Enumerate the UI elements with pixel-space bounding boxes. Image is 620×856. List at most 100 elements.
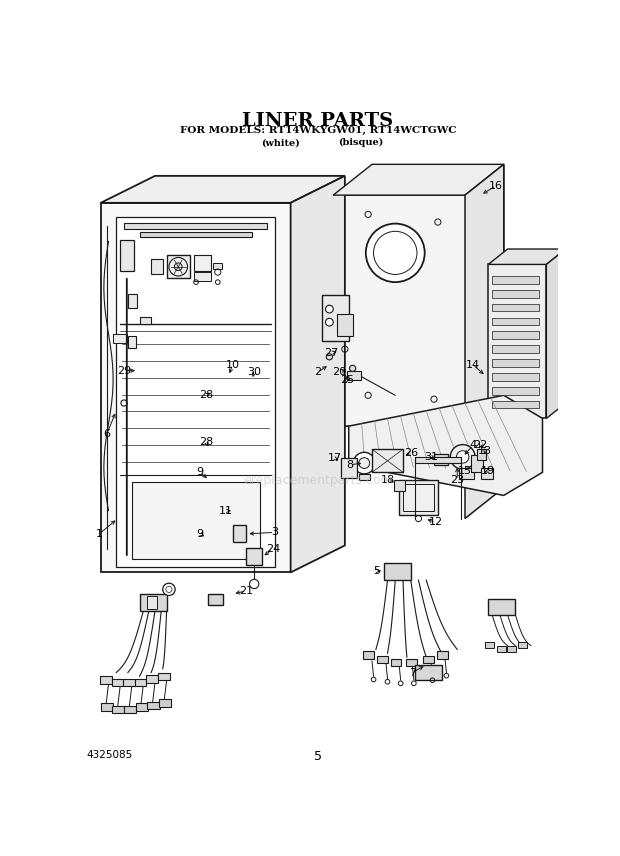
Bar [100, 676, 112, 684]
Text: 15: 15 [458, 466, 472, 476]
Bar [136, 704, 148, 711]
Bar [492, 290, 539, 298]
Text: 6: 6 [104, 429, 110, 439]
Circle shape [326, 306, 334, 313]
Text: 8: 8 [347, 460, 354, 470]
Text: 23: 23 [450, 475, 464, 485]
Bar [477, 449, 486, 460]
Text: 4: 4 [469, 440, 476, 450]
Bar [347, 371, 361, 380]
Bar [485, 642, 495, 648]
Bar [415, 457, 461, 463]
Bar [384, 563, 410, 580]
Bar [399, 480, 438, 514]
Text: 24: 24 [266, 544, 280, 555]
Text: 10: 10 [226, 360, 239, 370]
Text: 30: 30 [247, 367, 261, 377]
Circle shape [166, 586, 172, 592]
Text: 7: 7 [409, 668, 416, 677]
Text: 18: 18 [381, 475, 394, 485]
Circle shape [353, 452, 375, 474]
Polygon shape [117, 217, 275, 567]
Bar [123, 679, 135, 687]
Bar [492, 387, 539, 395]
Bar [213, 263, 223, 269]
Circle shape [350, 366, 356, 372]
Text: ereplacementparts.com: ereplacementparts.com [243, 473, 392, 486]
Text: 13: 13 [478, 446, 492, 455]
Bar [359, 474, 370, 480]
Bar [492, 360, 539, 367]
Bar [363, 651, 374, 658]
Polygon shape [348, 395, 542, 496]
Bar [497, 645, 506, 651]
Bar [158, 673, 170, 681]
Polygon shape [291, 175, 345, 573]
Bar [167, 255, 190, 278]
Bar [372, 449, 403, 473]
Text: 17: 17 [328, 454, 342, 463]
Bar [518, 642, 527, 648]
Bar [140, 594, 167, 611]
Text: 22: 22 [474, 440, 487, 450]
Bar [159, 699, 171, 707]
Bar [394, 480, 404, 490]
Text: 28: 28 [199, 437, 213, 447]
Polygon shape [465, 164, 503, 519]
Text: 27: 27 [325, 348, 339, 358]
Text: 16: 16 [489, 181, 503, 191]
Text: 21: 21 [239, 586, 254, 596]
Bar [337, 314, 353, 336]
Text: 12: 12 [428, 517, 443, 527]
Bar [391, 658, 402, 666]
Text: 20: 20 [332, 367, 347, 377]
Bar [434, 454, 448, 465]
Bar [131, 482, 260, 559]
Text: 11: 11 [219, 506, 233, 516]
Bar [492, 304, 539, 312]
Text: 2: 2 [314, 367, 321, 377]
Polygon shape [100, 203, 291, 573]
Bar [489, 599, 515, 615]
Bar [341, 459, 356, 478]
Bar [415, 665, 441, 681]
Bar [377, 656, 388, 663]
Bar [148, 702, 160, 710]
Bar [113, 334, 127, 343]
Bar [120, 240, 134, 270]
Bar [507, 645, 516, 651]
Circle shape [249, 580, 259, 589]
Bar [128, 294, 137, 307]
Circle shape [359, 458, 370, 468]
Bar [492, 318, 539, 325]
Bar [128, 336, 136, 348]
Text: 14: 14 [466, 360, 480, 370]
Circle shape [366, 223, 425, 282]
Bar [112, 679, 123, 687]
Circle shape [174, 263, 182, 270]
Text: FOR MODELS: RT14WKYGW01, RT14WCTGWC: FOR MODELS: RT14WKYGW01, RT14WCTGWC [180, 126, 456, 135]
Bar [208, 594, 223, 604]
Bar [489, 265, 546, 419]
Text: 3: 3 [271, 527, 278, 538]
Bar [403, 484, 434, 511]
Bar [437, 651, 448, 658]
Text: 4325085: 4325085 [87, 750, 133, 759]
Circle shape [162, 583, 175, 596]
Text: 9: 9 [197, 467, 203, 478]
Text: 28: 28 [199, 390, 213, 401]
Text: 19: 19 [481, 466, 495, 476]
Bar [423, 656, 434, 663]
Bar [193, 272, 211, 282]
Text: (white): (white) [261, 138, 300, 147]
Bar [146, 675, 158, 682]
Bar [247, 548, 262, 565]
Text: 25: 25 [340, 375, 354, 385]
Bar [140, 232, 252, 237]
Text: 9: 9 [197, 529, 203, 539]
Bar [492, 373, 539, 381]
Bar [232, 525, 246, 542]
Bar [151, 259, 162, 275]
Bar [492, 345, 539, 353]
Polygon shape [334, 164, 503, 195]
